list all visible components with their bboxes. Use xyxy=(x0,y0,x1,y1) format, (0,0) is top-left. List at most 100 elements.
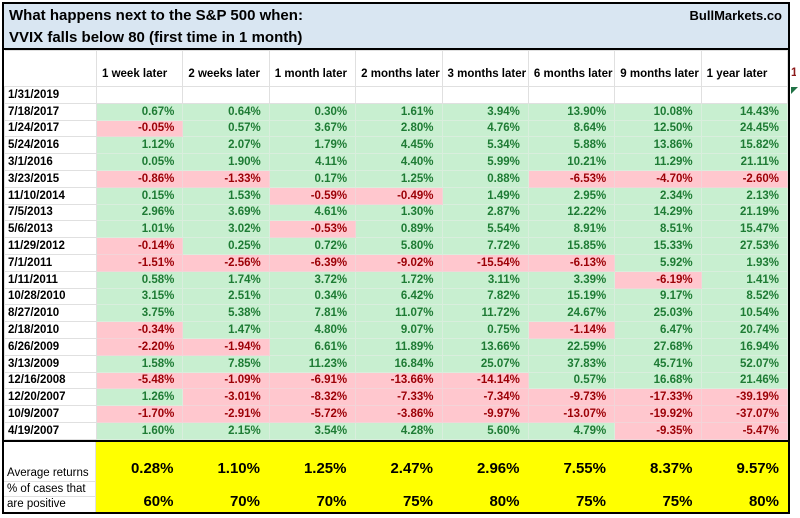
return-cell[interactable]: -17.33% xyxy=(614,388,702,407)
return-cell[interactable]: -37.07% xyxy=(700,405,789,423)
return-cell[interactable] xyxy=(95,86,184,104)
return-cell[interactable]: 2.07% xyxy=(182,136,270,155)
return-cell[interactable]: 10.21% xyxy=(527,153,616,171)
return-cell[interactable]: -6.53% xyxy=(527,169,616,188)
return-cell[interactable]: 4.79% xyxy=(527,421,616,441)
return-cell[interactable]: 16.84% xyxy=(355,354,443,373)
return-cell[interactable]: -0.05% xyxy=(95,119,184,138)
return-cell[interactable]: 37.83% xyxy=(527,354,616,373)
return-cell[interactable]: 11.72% xyxy=(441,304,529,323)
return-cell[interactable]: -0.34% xyxy=(95,321,184,339)
return-cell[interactable]: -4.70% xyxy=(614,169,702,188)
return-cell[interactable]: 0.17% xyxy=(268,169,357,188)
return-cell[interactable]: 1.72% xyxy=(355,270,443,289)
return-cell[interactable]: 1.58% xyxy=(95,354,184,373)
return-cell[interactable]: 4.80% xyxy=(268,321,357,339)
return-cell[interactable]: 45.71% xyxy=(614,354,702,373)
return-cell[interactable]: -5.72% xyxy=(268,405,357,423)
return-cell[interactable]: 0.89% xyxy=(355,220,443,239)
average-return-cell[interactable]: 8.37% xyxy=(649,459,693,477)
return-cell[interactable]: 15.19% xyxy=(527,287,616,306)
return-cell[interactable]: 2.13% xyxy=(700,186,789,205)
return-cell[interactable]: 4.61% xyxy=(268,203,357,222)
return-cell[interactable]: 3.72% xyxy=(268,270,357,289)
date-cell[interactable]: 8/27/2010 xyxy=(4,304,97,323)
return-cell[interactable]: 10.54% xyxy=(700,304,789,323)
return-cell[interactable]: -39.19% xyxy=(700,388,789,407)
date-cell[interactable]: 12/16/2008 xyxy=(4,371,97,390)
date-cell[interactable]: 11/29/2012 xyxy=(4,237,97,255)
return-cell[interactable]: -2.56% xyxy=(182,253,270,272)
return-cell[interactable]: 5.99% xyxy=(441,153,529,171)
return-cell[interactable]: 2.80% xyxy=(355,119,443,138)
return-cell[interactable]: 1.90% xyxy=(182,153,270,171)
return-cell[interactable]: 11.07% xyxy=(355,304,443,323)
return-cell[interactable]: 0.58% xyxy=(95,270,184,289)
return-cell[interactable]: 4.40% xyxy=(355,153,443,171)
return-cell[interactable]: 0.75% xyxy=(441,321,529,339)
pct-positive-cell[interactable]: 70% xyxy=(316,492,347,510)
return-cell[interactable]: 2.51% xyxy=(182,287,270,306)
date-cell[interactable]: 7/5/2013 xyxy=(4,203,97,222)
date-cell[interactable]: 7/1/2011 xyxy=(4,253,97,272)
pct-positive-cell[interactable]: 75% xyxy=(662,492,693,510)
date-cell[interactable]: 5/6/2013 xyxy=(4,220,97,239)
return-cell[interactable]: -6.39% xyxy=(268,253,357,272)
return-cell[interactable]: 24.45% xyxy=(700,119,789,138)
return-cell[interactable]: -7.33% xyxy=(355,388,443,407)
column-header[interactable]: 3 months later xyxy=(441,50,529,87)
return-cell[interactable]: 20.74% xyxy=(700,321,789,339)
return-cell[interactable]: -0.53% xyxy=(268,220,357,239)
return-cell[interactable]: 8.52% xyxy=(700,287,789,306)
return-cell[interactable]: 7.72% xyxy=(441,237,529,255)
return-cell[interactable] xyxy=(182,86,270,104)
return-cell[interactable]: 3.75% xyxy=(95,304,184,323)
return-cell[interactable] xyxy=(268,86,357,104)
return-cell[interactable]: 0.34% xyxy=(268,287,357,306)
return-cell[interactable]: 2.96% xyxy=(95,203,184,222)
return-cell[interactable]: 3.39% xyxy=(527,270,616,289)
return-cell[interactable]: 12.22% xyxy=(527,203,616,222)
return-cell[interactable]: 15.85% xyxy=(527,237,616,255)
average-return-cell[interactable]: 2.96% xyxy=(476,459,520,477)
return-cell[interactable]: -2.60% xyxy=(700,169,789,188)
date-cell[interactable]: 1/31/2019 xyxy=(4,86,97,104)
return-cell[interactable]: 1.12% xyxy=(95,136,184,155)
return-cell[interactable]: 3.94% xyxy=(441,102,529,121)
return-cell[interactable]: 16.94% xyxy=(700,337,789,356)
return-cell[interactable]: 15.33% xyxy=(614,237,702,255)
return-cell[interactable]: 24.67% xyxy=(527,304,616,323)
date-cell[interactable]: 3/13/2009 xyxy=(4,354,97,373)
return-cell[interactable]: -1.14% xyxy=(527,321,616,339)
pct-positive-cell[interactable]: 75% xyxy=(575,492,606,510)
return-cell[interactable]: 13.90% xyxy=(527,102,616,121)
return-cell[interactable]: 0.72% xyxy=(268,237,357,255)
corner-cell[interactable] xyxy=(4,50,97,87)
return-cell[interactable]: 3.67% xyxy=(268,119,357,138)
return-cell[interactable]: -8.32% xyxy=(268,388,357,407)
return-cell[interactable]: -9.02% xyxy=(355,253,443,272)
return-cell[interactable]: 1.49% xyxy=(441,186,529,205)
return-cell[interactable]: -14.14% xyxy=(441,371,529,390)
return-cell[interactable]: 27.68% xyxy=(614,337,702,356)
date-cell[interactable]: 4/19/2007 xyxy=(4,421,97,441)
pct-positive-cell[interactable]: 70% xyxy=(229,492,260,510)
column-header[interactable]: 1 month later xyxy=(268,50,357,87)
return-cell[interactable]: 0.64% xyxy=(182,102,270,121)
return-cell[interactable]: 16.68% xyxy=(614,371,702,390)
return-cell[interactable]: 1.61% xyxy=(355,102,443,121)
return-cell[interactable]: 1.53% xyxy=(182,186,270,205)
return-cell[interactable]: 52.07% xyxy=(700,354,789,373)
return-cell[interactable]: -6.19% xyxy=(614,270,702,289)
return-cell[interactable]: 1.41% xyxy=(700,270,789,289)
date-cell[interactable]: 11/10/2014 xyxy=(4,186,97,205)
return-cell[interactable]: 5.92% xyxy=(614,253,702,272)
return-cell[interactable]: 12.50% xyxy=(614,119,702,138)
column-header[interactable]: 9 months later xyxy=(614,50,702,87)
return-cell[interactable]: 22.59% xyxy=(527,337,616,356)
return-cell[interactable]: -1.51% xyxy=(95,253,184,272)
return-cell[interactable]: 6.61% xyxy=(268,337,357,356)
return-cell[interactable]: -19.92% xyxy=(614,405,702,423)
return-cell[interactable]: 4.45% xyxy=(355,136,443,155)
return-cell[interactable]: 3.11% xyxy=(441,270,529,289)
